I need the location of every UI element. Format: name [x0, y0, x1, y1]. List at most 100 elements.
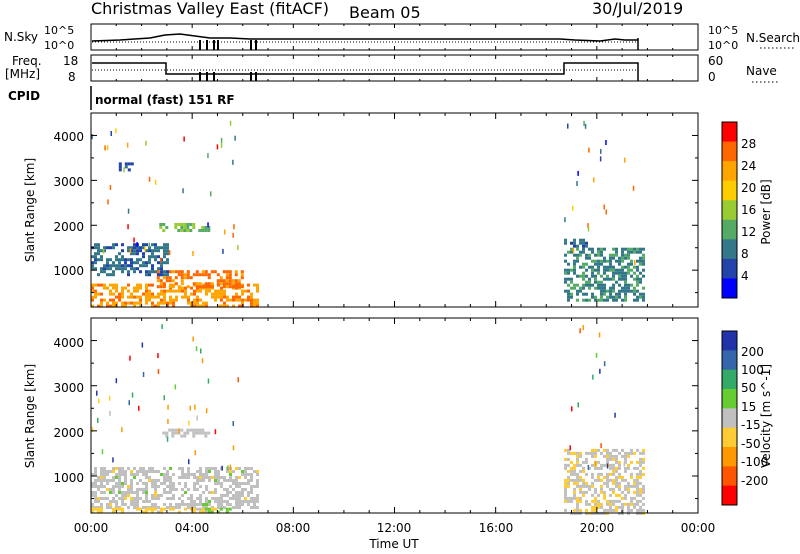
power-cell: [585, 298, 588, 302]
power-cell: [124, 304, 127, 308]
velocity-cell: [94, 497, 97, 500]
power-cell: [588, 256, 591, 260]
power-cell: [189, 276, 193, 280]
power-cell: [160, 292, 163, 296]
velocity-cell: [91, 485, 94, 488]
velocity-cell: [151, 510, 154, 514]
velocity-cell: [211, 507, 214, 511]
power-cell: [636, 250, 639, 254]
colorbar-swatch: [722, 122, 737, 143]
power-cell: [139, 246, 142, 250]
power-scatter-point: [567, 123, 569, 129]
velocity-cell: [642, 451, 645, 455]
power-cell: [594, 262, 597, 266]
velocity-cell: [121, 470, 124, 473]
power-scatter-point: [160, 257, 162, 263]
power-cell: [567, 271, 570, 275]
velocity-cell: [193, 482, 196, 485]
power-cell: [250, 295, 253, 299]
velocity-scatter-point: [91, 427, 94, 433]
velocity-cell: [591, 454, 594, 458]
power-cell: [633, 247, 636, 251]
velocity-cell: [600, 466, 603, 470]
power-cell: [205, 289, 208, 293]
velocity-cell: [148, 470, 151, 473]
velocity-cell: [600, 505, 603, 509]
velocity-cell: [211, 467, 214, 470]
power-cell: [145, 243, 148, 247]
velocity-cell: [609, 463, 612, 467]
velocity-cell: [612, 448, 615, 452]
power-cell: [588, 277, 591, 281]
power-cell: [196, 304, 199, 308]
power-scatter-point: [104, 145, 106, 151]
power-cell: [606, 265, 609, 269]
velocity-cell: [630, 451, 633, 455]
velocity-cell: [573, 490, 576, 494]
power-cell: [609, 262, 612, 266]
velocity-cell: [103, 473, 106, 476]
power-cell: [570, 247, 573, 251]
velocity-cell: [130, 488, 133, 491]
velocity-cell: [174, 428, 178, 432]
power-cell: [235, 292, 238, 296]
nave-label: Nave: [746, 64, 777, 78]
velocity-cell: [207, 507, 211, 511]
velocity-cell: [220, 506, 223, 509]
velocity-cell: [94, 507, 97, 511]
power-scatter-point: [624, 157, 626, 163]
power-cell: [183, 276, 187, 280]
velocity-cell: [178, 510, 181, 514]
power-cell: [160, 270, 163, 274]
velocity-cell: [232, 482, 235, 485]
power-cell: [160, 273, 163, 277]
power-cell: [172, 283, 175, 287]
velocity-cell: [211, 506, 214, 509]
velocity-cell: [91, 494, 94, 497]
velocity-cell: [639, 499, 642, 503]
power-cell: [228, 282, 232, 286]
power-scatter-point: [577, 170, 579, 176]
velocity-cell: [181, 467, 184, 470]
velocity-cell: [627, 487, 630, 491]
power-cell: [118, 165, 122, 169]
velocity-cell: [94, 500, 97, 503]
velocity-cell: [642, 484, 645, 488]
velocity-cell: [256, 494, 259, 497]
velocity-cell: [567, 484, 570, 488]
power-cell: [615, 280, 618, 284]
velocity-cell: [627, 466, 630, 470]
power-cell: [627, 265, 630, 269]
power-cell: [168, 279, 172, 283]
velocity-cell: [130, 479, 133, 482]
power-cell: [615, 271, 618, 275]
power-cell: [127, 246, 130, 250]
velocity-cell: [573, 493, 576, 497]
velocity-cell: [600, 487, 603, 491]
power-cell: [100, 267, 103, 271]
velocity-cell: [627, 502, 630, 506]
velocity-cell: [576, 484, 579, 488]
power-cell: [186, 285, 190, 289]
velocity-ytick-4000: 4000: [53, 336, 84, 350]
power-cbar-tick-24: 24: [741, 159, 756, 173]
velocity-cell: [250, 485, 253, 488]
velocity-cell: [564, 484, 567, 488]
velocity-cell: [609, 505, 612, 509]
velocity-cell: [157, 485, 160, 488]
velocity-cell: [151, 485, 154, 488]
velocity-cell: [618, 466, 621, 470]
velocity-ylabel: Slant Range [km]: [23, 364, 37, 468]
power-cell: [223, 289, 226, 293]
power-cell: [241, 289, 244, 293]
velocity-cell: [106, 506, 109, 509]
power-cell: [567, 268, 570, 272]
velocity-scatter-point: [167, 404, 169, 410]
power-cell: [201, 229, 205, 232]
power-cell: [162, 282, 166, 286]
velocity-cell: [133, 497, 136, 500]
power-cell: [204, 285, 208, 289]
power-cell: [594, 286, 597, 290]
power-cell: [612, 274, 615, 278]
power-cell: [136, 267, 139, 271]
